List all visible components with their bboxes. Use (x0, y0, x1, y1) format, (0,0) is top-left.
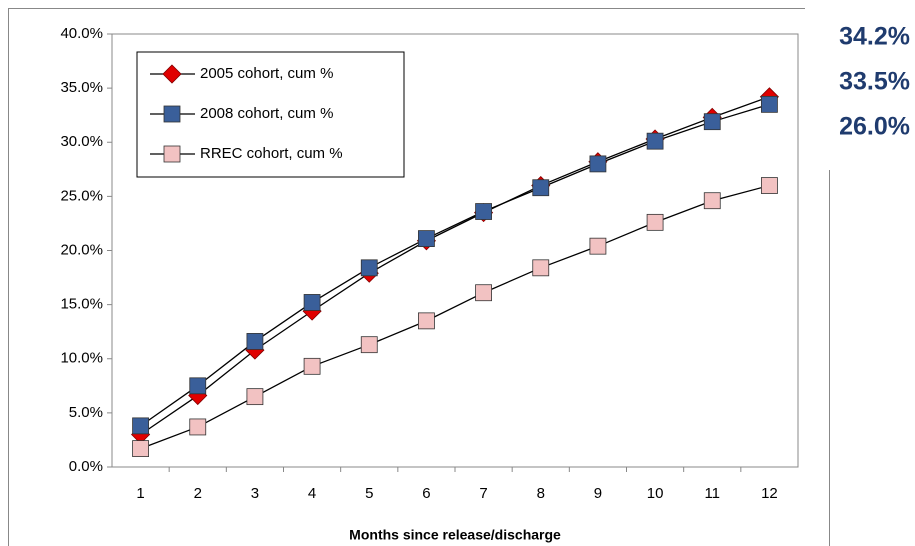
annotation: 33.5% (839, 68, 910, 96)
y-tick-label: 0.0% (69, 458, 103, 475)
marker (246, 388, 264, 406)
marker (162, 64, 182, 84)
series-line (140, 184, 770, 450)
y-tick-label: 5.0% (69, 404, 103, 421)
marker (589, 237, 607, 255)
x-tick-label: 9 (594, 485, 602, 502)
marker (761, 95, 778, 113)
marker (132, 440, 149, 457)
marker (646, 213, 664, 231)
y-tick-label: 30.0% (60, 133, 103, 150)
x-tick-label: 12 (761, 485, 778, 502)
y-tick-label: 20.0% (60, 241, 103, 258)
x-tick-label: 3 (251, 485, 259, 502)
marker (475, 284, 492, 302)
marker (646, 132, 664, 150)
legend-label: 2005 cohort, cum % (200, 65, 333, 82)
x-tick-label: 11 (704, 485, 720, 502)
y-tick-label: 15.0% (60, 296, 103, 313)
x-tick-label: 10 (647, 485, 664, 502)
chart-frame (8, 8, 830, 546)
marker (189, 418, 207, 436)
marker (360, 336, 378, 354)
marker (589, 155, 607, 173)
y-tick-label: 40.0% (60, 25, 103, 42)
marker (418, 312, 435, 330)
marker (418, 230, 435, 247)
x-tick-label: 4 (308, 485, 316, 502)
marker (246, 333, 264, 350)
marker (303, 294, 321, 311)
legend-label: 2008 cohort, cum % (200, 105, 333, 122)
x-tick-label: 2 (194, 485, 202, 502)
marker (360, 259, 378, 277)
marker (163, 145, 181, 163)
marker (163, 105, 181, 123)
y-tick-label: 25.0% (60, 187, 103, 204)
series-line (140, 103, 770, 427)
series-line (140, 96, 770, 436)
marker (132, 417, 149, 435)
marker (532, 179, 550, 197)
x-tick-label: 6 (422, 485, 430, 502)
x-tick-label: 5 (365, 485, 373, 502)
annotation: 34.2% (839, 23, 910, 51)
marker (703, 192, 721, 210)
y-tick-label: 10.0% (60, 350, 103, 367)
marker (703, 113, 721, 131)
x-tick-label: 8 (537, 485, 545, 502)
marker (532, 259, 550, 277)
marker (761, 177, 778, 194)
legend-label: RREC cohort, cum % (200, 145, 343, 162)
annotation: 26.0% (839, 113, 910, 141)
x-tick-label: 7 (479, 485, 487, 502)
marker (189, 377, 207, 395)
marker (303, 357, 321, 375)
marker (475, 203, 492, 220)
y-tick-label: 35.0% (60, 79, 103, 96)
x-tick-label: 1 (136, 485, 144, 502)
x-axis-label: Months since release/discharge (349, 527, 561, 543)
